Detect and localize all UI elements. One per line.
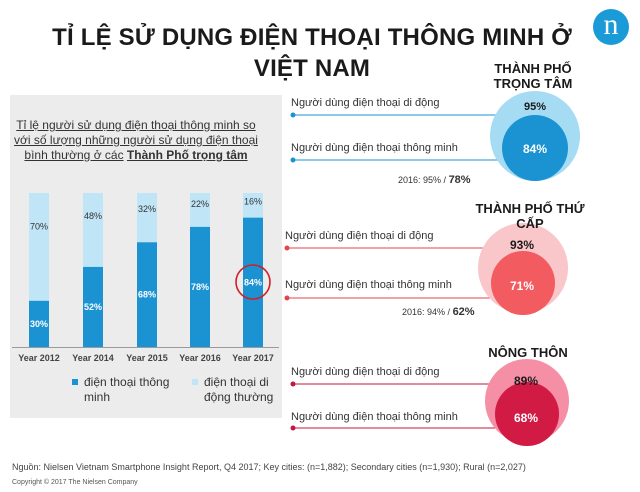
source-note: Nguồn: Nielsen Vietnam Smartphone Insigh… — [12, 462, 526, 472]
bar-label-regular: 22% — [191, 199, 209, 209]
leader-dot-mobile — [290, 381, 296, 387]
note-2016-2: 2016: 94% / 62% — [402, 306, 475, 318]
bar-label-smart: 30% — [30, 319, 48, 329]
bar-smart — [243, 217, 263, 347]
leader-dot-smart — [290, 425, 296, 431]
note-value-1: 78% — [448, 174, 471, 186]
bubble-inner — [502, 115, 568, 181]
row-label-mobile-1: Người dùng điện thoại di động — [291, 97, 440, 109]
outer-value-2: 93% — [509, 238, 535, 252]
page-title: TỈ LỆ SỬ DỤNG ĐIỆN THOẠI THÔNG MINH Ở VI… — [52, 24, 572, 82]
leader-dot-smart — [284, 295, 290, 301]
leader-dot-smart — [290, 157, 296, 163]
bar-label-smart: 52% — [84, 302, 102, 312]
leader-dot-mobile — [290, 112, 296, 118]
bar-smart — [29, 300, 49, 347]
row-label-mobile-3: Người dùng điện thoại di động — [291, 366, 440, 378]
bar-label-regular: 32% — [138, 204, 156, 214]
bar-label-regular: 70% — [30, 221, 48, 231]
row-label-smart-3: Người dùng điện thoại thông minh — [291, 411, 458, 423]
inner-value-3: 68% — [513, 411, 539, 425]
bar-regular — [243, 193, 263, 218]
segment-title-secondary-cities: THÀNH PHỐ THỨ CẤP — [475, 201, 585, 231]
bar-smart — [83, 266, 103, 347]
legend-label-regular: điện thoại di động thường — [204, 375, 274, 404]
bar-label-smart: 68% — [138, 290, 156, 300]
bar-smart — [137, 242, 157, 347]
bar-regular — [137, 193, 157, 243]
bar-label-regular: 16% — [244, 196, 262, 206]
bar-chart-title: Tỉ lệ người sử dụng điện thoại thông min… — [10, 118, 262, 163]
copyright: Copyright © 2017 The Nielsen Company — [12, 479, 138, 486]
bar-regular — [29, 193, 49, 301]
x-tick-label: Year 2017 — [232, 353, 274, 363]
outer-value-3: 89% — [513, 374, 539, 388]
note-value-2: 62% — [452, 306, 475, 318]
bar-label-regular: 48% — [84, 211, 102, 221]
legend-swatch-smart — [72, 379, 78, 385]
x-tick-label: Year 2015 — [126, 353, 168, 363]
row-label-smart-2: Người dùng điện thoại thông minh — [285, 279, 452, 291]
note-prefix-1: 2016: 95% / — [398, 175, 447, 185]
legend-label-smart: điện thoại thông minh — [84, 375, 170, 404]
segment-title-rural: NÔNG THÔN — [488, 345, 568, 360]
leader-dot-mobile — [284, 245, 290, 251]
bar-regular — [83, 193, 103, 267]
bar-label-smart: 78% — [191, 282, 209, 292]
bar-chart-title-plain: Tỉ lệ người sử dụng điện thoại thông min… — [14, 118, 258, 162]
inner-value-1: 84% — [522, 142, 548, 156]
x-tick-label: Year 2012 — [18, 353, 60, 363]
bubble-inner — [495, 382, 559, 446]
legend-swatch-regular — [192, 379, 198, 385]
nielsen-logo: n — [593, 9, 629, 45]
bar-smart — [190, 226, 210, 347]
highlight-circle — [235, 264, 271, 300]
row-label-mobile-2: Người dùng điện thoại di động — [285, 230, 434, 242]
bar-chart-title-bold: Thành Phố trọng tâm — [126, 148, 248, 162]
bubble-inner — [491, 251, 555, 315]
row-label-smart-1: Người dùng điện thoại thông minh — [291, 142, 458, 154]
note-2016-1: 2016: 95% / 78% — [398, 174, 471, 186]
note-prefix-2: 2016: 94% / — [402, 307, 451, 317]
outer-value-1: 95% — [523, 101, 547, 113]
bar-regular — [190, 193, 210, 227]
segment-title-key-cities: THÀNH PHỐ TRỌNG TÂM — [493, 61, 573, 91]
bar-label-smart: 84% — [244, 277, 262, 287]
x-tick-label: Year 2016 — [179, 353, 221, 363]
inner-value-2: 71% — [509, 279, 535, 293]
x-tick-label: Year 2014 — [72, 353, 114, 363]
